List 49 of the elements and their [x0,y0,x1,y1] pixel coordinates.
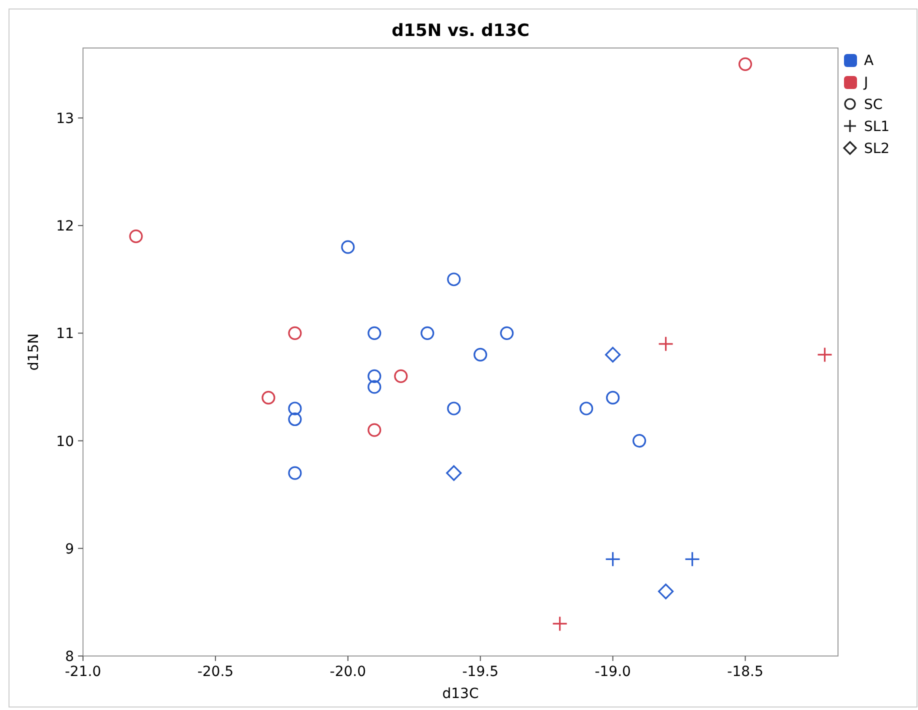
point [288,326,302,340]
point [447,402,461,416]
x-tick-label: -19.0 [594,664,631,680]
point [605,551,621,567]
point [288,402,302,416]
y-axis-title: d15N [26,333,42,371]
point [658,336,674,352]
point [606,390,620,405]
x-tick-label: -18.5 [727,664,764,680]
y-tick-label: 13 [56,110,74,127]
point [552,616,568,632]
text: SL2 [864,141,890,157]
point [394,369,408,384]
point [447,272,461,286]
point [684,551,700,567]
point [420,326,434,340]
y-tick-label: 12 [56,218,74,235]
x-tick-label: -20.0 [330,664,366,680]
point [605,346,621,362]
legend-label: A [864,53,874,69]
point [368,423,382,437]
point [658,584,674,600]
point [288,466,302,480]
point [632,434,646,448]
chart-title: d15N vs. d13C [392,21,530,41]
point [288,412,302,426]
point [446,465,462,481]
x-axis-title: d13C [442,686,479,702]
point [580,402,594,416]
x-tick-label: -20.5 [197,664,234,680]
point [368,380,382,394]
point [262,390,276,405]
text: SC [864,97,883,113]
point [368,326,382,340]
y-tick-label: 9 [65,541,74,558]
text: SL1 [864,119,890,135]
y-tick-label: 11 [56,326,74,342]
point [474,348,488,362]
point [129,230,143,244]
y-tick-label: 10 [56,434,74,450]
point [738,57,752,71]
point [500,326,514,340]
x-tick-label: -21.0 [64,664,102,680]
point [816,346,833,362]
x-tick-label: -19.5 [462,664,498,680]
point [341,240,355,254]
legend-label: J [863,75,868,91]
y-tick-label: 8 [65,649,74,665]
point [368,369,382,384]
